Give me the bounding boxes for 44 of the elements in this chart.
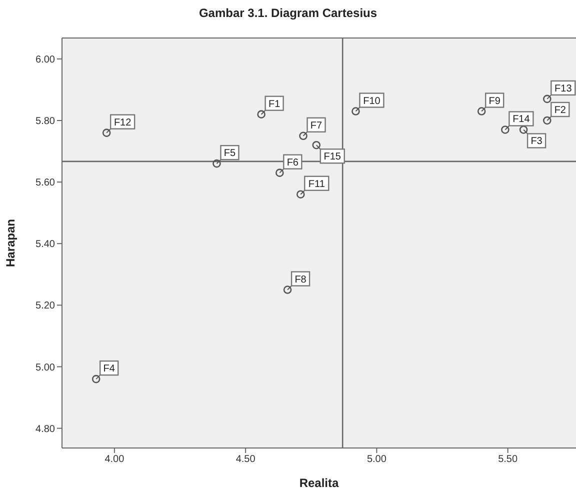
x-tick-label: 5.00 xyxy=(366,454,387,466)
y-tick-label: 4.80 xyxy=(36,424,56,435)
x-axis-title: Realita xyxy=(299,476,339,489)
data-label: F9 xyxy=(488,96,501,107)
point xyxy=(543,94,552,104)
data-label: F10 xyxy=(363,96,381,107)
y-tick-label: 5.60 xyxy=(36,178,56,189)
x-tick-label: 4.00 xyxy=(104,454,125,466)
point xyxy=(352,107,360,116)
data-label: F5 xyxy=(224,148,236,160)
point xyxy=(543,116,552,125)
point xyxy=(102,128,111,137)
y-tick-label: 5.40 xyxy=(36,239,56,250)
y-tick-label: 5.20 xyxy=(36,300,56,312)
data-label: F11 xyxy=(308,178,326,190)
data-label: F12 xyxy=(114,117,132,128)
point xyxy=(296,190,305,199)
y-tick-label: 6.00 xyxy=(36,54,56,66)
point xyxy=(477,107,486,116)
x-tick-label: 5.50 xyxy=(498,454,518,466)
data-label: F15 xyxy=(324,152,342,163)
y-axis-title: Harapan xyxy=(3,218,18,268)
point xyxy=(257,110,266,118)
data-label: F4 xyxy=(103,364,116,375)
y-tick-label: 5.80 xyxy=(36,116,56,128)
point xyxy=(519,126,528,134)
data-label: F8 xyxy=(294,274,307,286)
point xyxy=(212,159,221,168)
x-tick-label: 4.50 xyxy=(236,454,256,466)
data-label: F7 xyxy=(310,120,323,132)
point xyxy=(276,168,284,177)
data-label: F14 xyxy=(512,114,530,126)
point xyxy=(92,374,100,384)
point xyxy=(283,286,292,294)
data-label: F3 xyxy=(530,136,543,148)
data-label: F2 xyxy=(554,104,566,116)
point xyxy=(299,132,308,140)
y-tick-label: 5.00 xyxy=(36,362,56,374)
point xyxy=(501,126,510,134)
point xyxy=(312,140,321,150)
data-label: F1 xyxy=(268,98,281,110)
data-label: F6 xyxy=(286,157,299,168)
data-label: F13 xyxy=(554,83,572,94)
chart-title: Gambar 3.1. Diagram Cartesius xyxy=(198,6,378,20)
